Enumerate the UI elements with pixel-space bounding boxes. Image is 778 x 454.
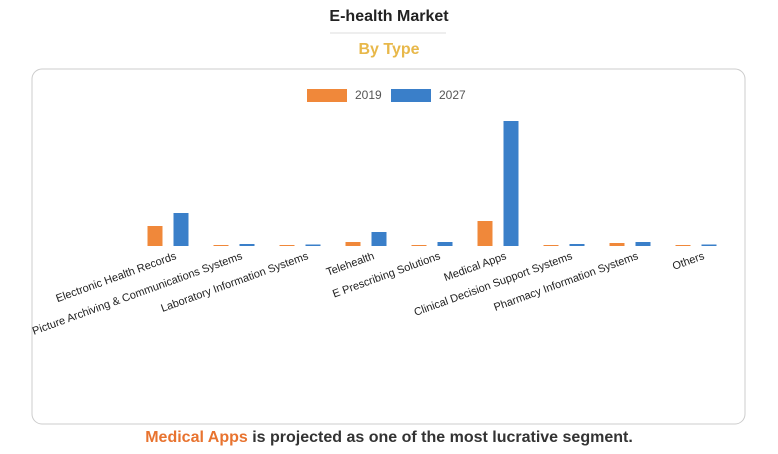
footer-text: is projected as one of the most lucrativ…: [252, 429, 633, 446]
bar: [213, 245, 229, 246]
bar: [279, 245, 295, 246]
bar: [371, 232, 387, 246]
bar: [543, 245, 559, 246]
bar: [569, 244, 585, 246]
bar: [477, 221, 493, 246]
bar: [503, 121, 519, 246]
bar: [411, 245, 427, 246]
bar: [173, 213, 189, 246]
title: E-health Market: [329, 8, 449, 25]
subtitle: By Type: [358, 41, 419, 58]
legend-swatch: [307, 89, 347, 102]
bar: [345, 242, 361, 246]
bar: [701, 244, 717, 246]
legend-label: 2027: [439, 88, 466, 102]
bar: [609, 243, 625, 246]
bar: [239, 244, 255, 246]
bar: [305, 244, 321, 246]
bar: [147, 226, 163, 246]
legend-swatch: [391, 89, 431, 102]
chart-card: [31, 68, 746, 425]
footer-highlight: Medical Apps: [145, 429, 248, 446]
bar: [675, 245, 691, 246]
bar: [635, 242, 651, 246]
footer: Medical Apps is projected as one of the …: [145, 429, 633, 446]
bar: [437, 242, 453, 246]
legend-label: 2019: [355, 88, 382, 102]
